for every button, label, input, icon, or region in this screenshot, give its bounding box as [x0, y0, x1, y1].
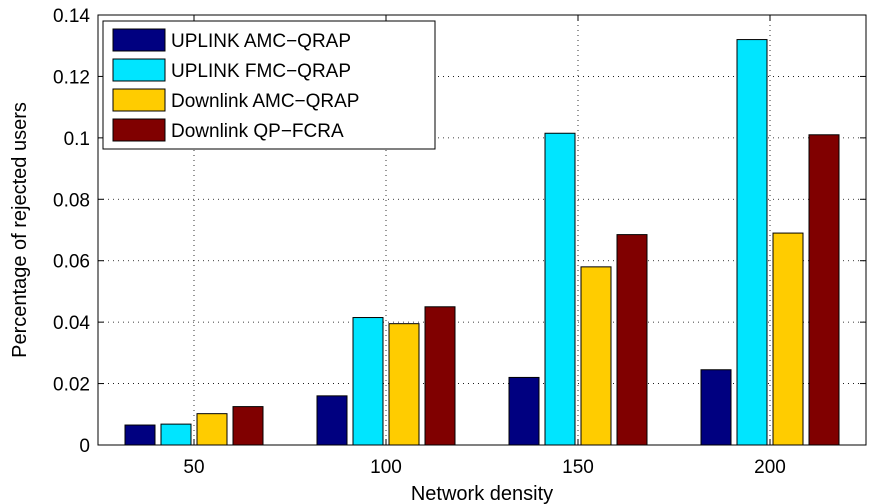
bar: [808, 134, 840, 446]
bar: [232, 406, 264, 446]
legend-swatch: [112, 58, 166, 82]
y-tick-label: 0.08: [53, 190, 90, 211]
bar: [616, 234, 648, 446]
bar: [388, 323, 420, 446]
bars: [124, 39, 840, 446]
legend-swatch: [112, 118, 166, 142]
y-axis-label: Percentage of rejected users: [9, 102, 31, 358]
y-tick-label: 0: [79, 436, 90, 457]
bar: [124, 424, 156, 446]
y-tick-label: 0.06: [53, 252, 90, 273]
bar: [352, 317, 384, 446]
x-tick-label: 100: [370, 457, 402, 478]
axis-ticks: 0 0.02 0.04 0.06 0.08 0.1 0.12 0.14 50 100 150 200: [53, 6, 866, 478]
x-axis-label: Network density: [411, 483, 553, 504]
legend-swatch: [112, 28, 166, 52]
y-tick-label: 0.04: [53, 313, 90, 334]
bar: [580, 266, 612, 446]
bar: [772, 232, 804, 446]
y-tick-label: 0.02: [53, 375, 90, 396]
legend: UPLINK AMC−QRAP UPLINK FMC−QRAP Downlink A…: [102, 20, 436, 150]
bar: [316, 395, 348, 446]
bar: [160, 423, 192, 446]
bar: [508, 376, 540, 446]
plot-area-frame: [97, 14, 867, 446]
y-tick-label: 0.14: [53, 6, 90, 27]
bar: [736, 39, 768, 446]
legend-label: UPLINK FMC−QRAP: [171, 61, 351, 82]
legend-label: Downlink AMC−QRAP: [171, 91, 359, 112]
legend-label: Downlink QP−FCRA: [171, 121, 344, 142]
legend-label: UPLINK AMC−QRAP: [171, 31, 351, 52]
y-tick-label: 0.12: [53, 67, 90, 88]
x-tick-label: 150: [562, 457, 594, 478]
x-tick-label: 50: [183, 457, 204, 478]
bar: [196, 413, 228, 446]
bar: [700, 369, 732, 446]
legend-swatch: [112, 88, 166, 112]
bar: [424, 306, 456, 446]
y-tick-label: 0.1: [64, 129, 90, 150]
bar: [544, 132, 576, 446]
x-tick-label: 200: [754, 457, 786, 478]
